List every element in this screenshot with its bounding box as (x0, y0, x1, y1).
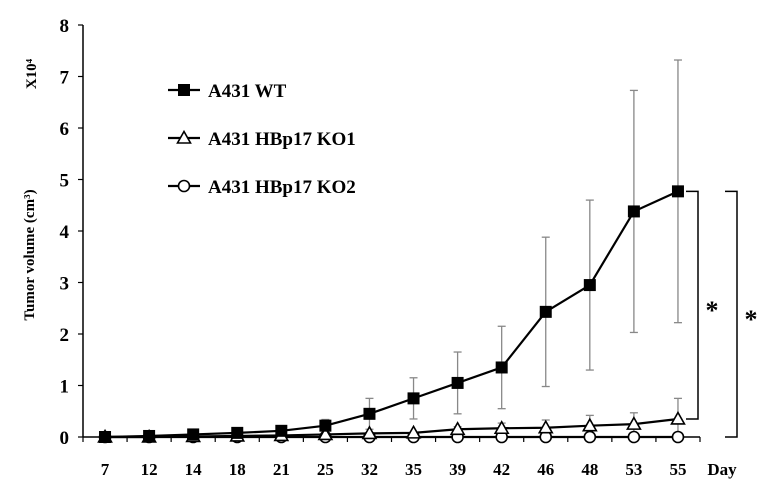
marker-filled-square (178, 84, 190, 96)
significance-bracket (686, 190, 699, 420)
y-tick-label: 0 (60, 428, 70, 449)
marker-filled-square (539, 305, 552, 318)
x-tick-label: 53 (625, 460, 642, 479)
marker-open-circle (627, 430, 641, 444)
x-tick-label: 12 (141, 460, 158, 479)
marker-open-circle (583, 430, 597, 444)
x-tick-label: 21 (273, 460, 290, 479)
marker-open-triangle (317, 426, 334, 441)
legend-label: A431 WT (208, 81, 287, 102)
marker-open-circle (177, 179, 191, 193)
marker-open-triangle (449, 421, 466, 436)
marker-filled-square (627, 205, 640, 218)
marker-filled-square (275, 424, 288, 437)
marker-filled-square (451, 376, 464, 389)
x-tick-label: 48 (581, 460, 598, 479)
y-multiplier-label: X10⁴ (24, 58, 40, 89)
marker-filled-square (99, 431, 112, 443)
x-axis-label: Day (707, 460, 737, 479)
legend-label: A431 HBp17 KO2 (208, 177, 356, 198)
y-axis-label: Tumor volume (cm³) (22, 189, 38, 320)
y-tick-label: 3 (60, 274, 70, 295)
marker-open-triangle (405, 424, 422, 439)
marker-open-triangle (581, 417, 598, 432)
x-tick-label: 55 (669, 460, 686, 479)
significance-annotations: * * (686, 190, 758, 438)
x-tick-label: 32 (361, 460, 378, 479)
significance-bracket (725, 190, 738, 438)
y-tick-label: 5 (60, 171, 70, 192)
marker-open-triangle (361, 425, 378, 440)
x-tick-label: 35 (405, 460, 422, 479)
x-tick-label: 25 (317, 460, 334, 479)
x-tick-label: 14 (185, 460, 203, 479)
x-tick-label: 39 (449, 460, 466, 479)
marker-filled-square (363, 407, 376, 420)
y-tick-label: 6 (60, 119, 70, 140)
x-tick-label: 42 (493, 460, 510, 479)
legend: A431 WT A431 HBp17 KO1 A431 HBp17 KO2 (168, 81, 356, 198)
marker-open-triangle (493, 420, 510, 435)
y-tick-label: 7 (60, 68, 70, 89)
x-tick-label: 7 (101, 460, 110, 479)
marker-open-triangle (626, 415, 642, 430)
marker-filled-square (495, 361, 508, 374)
y-tick-label: 8 (60, 16, 70, 37)
marker-filled-square (187, 428, 200, 441)
error-bars (321, 59, 682, 438)
x-tick-label: 18 (229, 460, 246, 479)
legend-label: A431 HBp17 KO1 (208, 129, 356, 150)
marker-filled-square (319, 419, 332, 432)
series-markers (97, 185, 686, 444)
x-tick-label: 46 (537, 460, 554, 479)
significance-asterisk: * (706, 296, 719, 325)
marker-open-triangle (537, 419, 554, 434)
marker-open-triangle (670, 410, 686, 425)
marker-open-triangle (176, 129, 192, 144)
marker-open-circle (671, 430, 685, 444)
marker-filled-square (671, 185, 684, 198)
marker-filled-square (583, 279, 596, 292)
series-line (105, 417, 679, 439)
y-tick-label: 4 (60, 222, 70, 243)
y-tick-label: 1 (60, 377, 70, 398)
marker-filled-square (407, 392, 420, 405)
marker-filled-square (231, 426, 244, 439)
significance-asterisk: * (745, 305, 758, 334)
series-line (105, 190, 679, 439)
y-tick-label: 2 (60, 325, 70, 346)
marker-filled-square (143, 429, 156, 442)
series-lines (105, 190, 679, 439)
